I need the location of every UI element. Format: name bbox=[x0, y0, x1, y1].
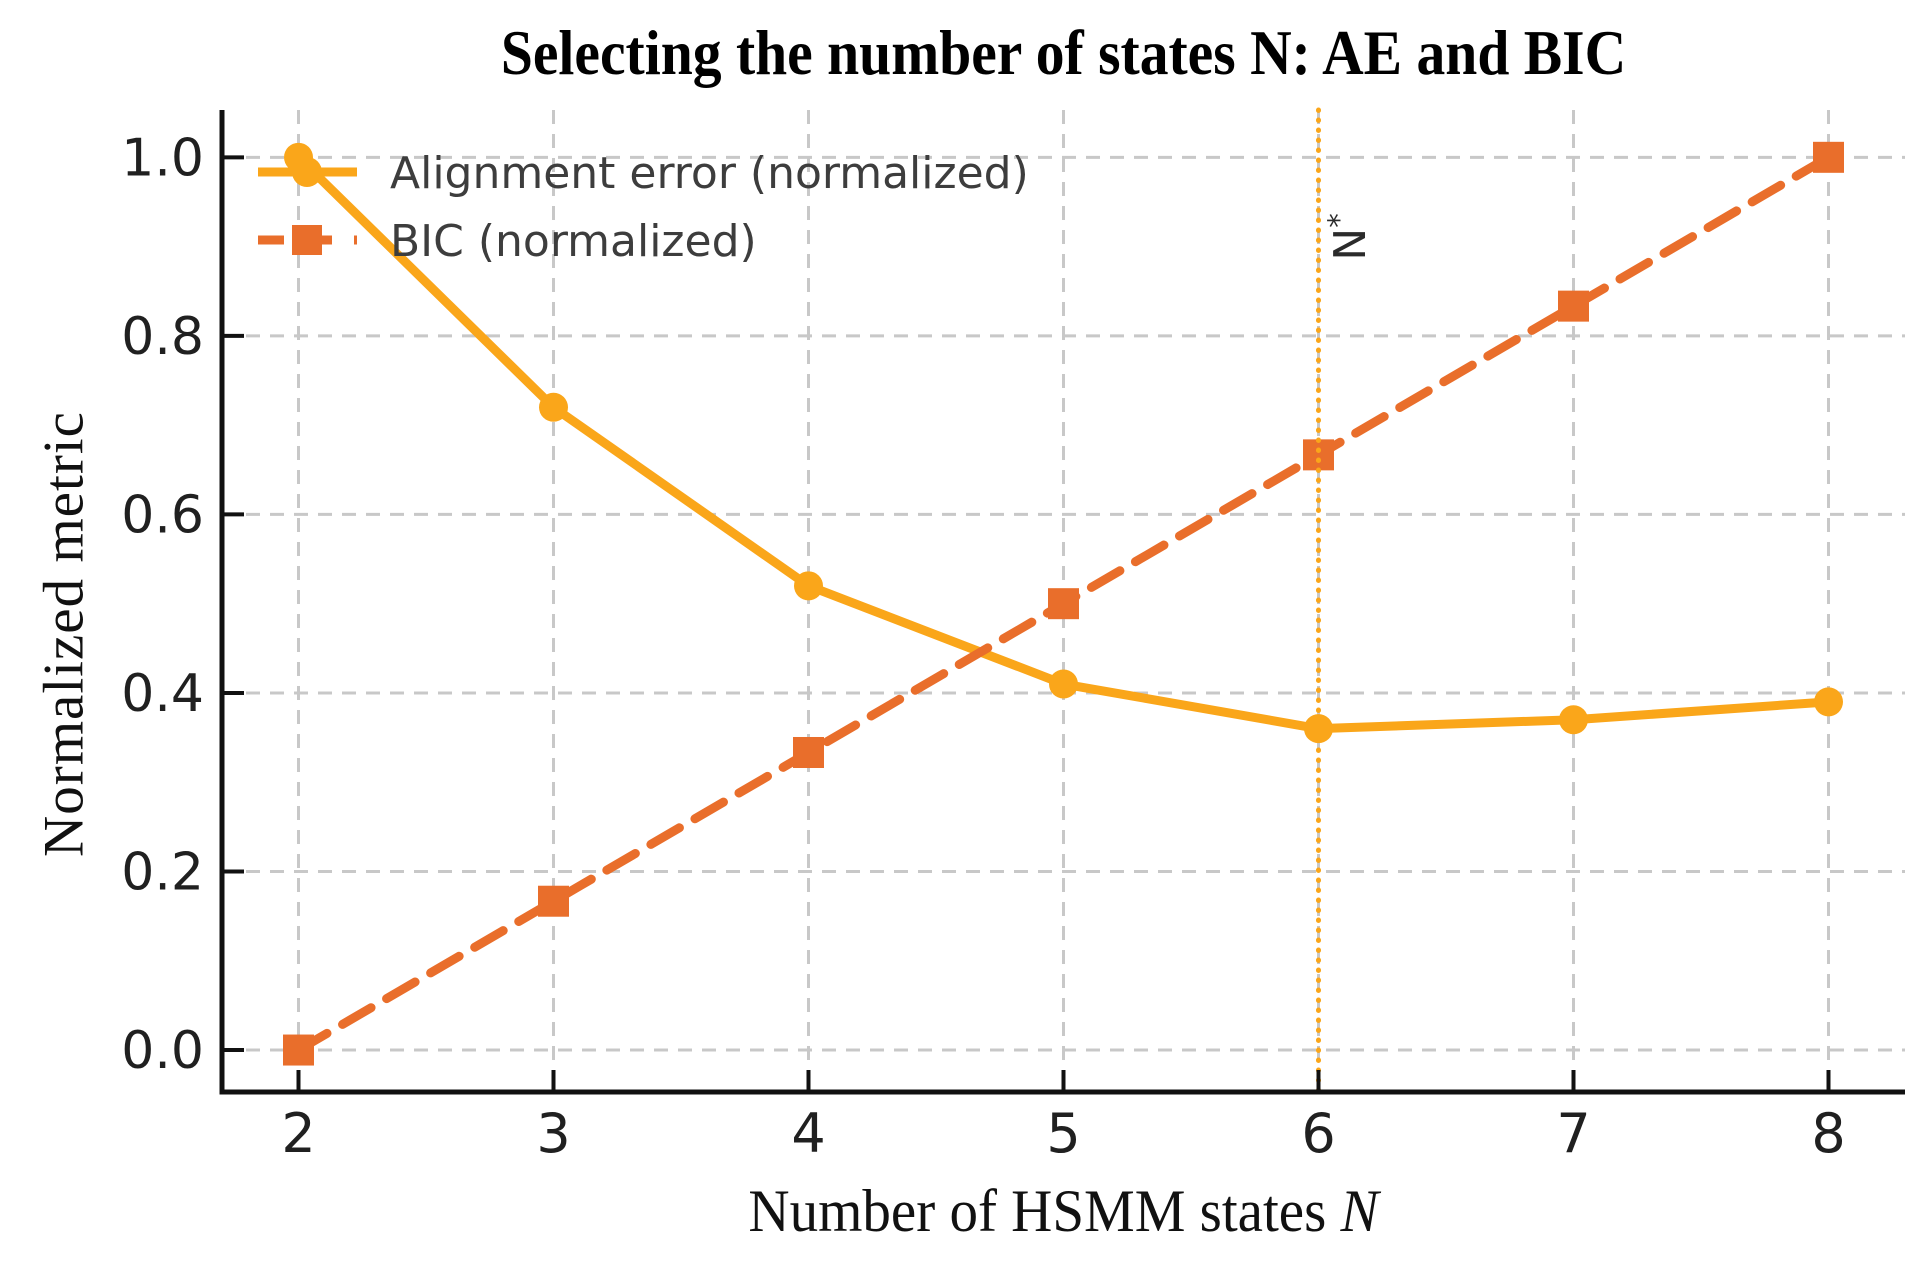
data-point-marker-0 bbox=[1814, 687, 1843, 717]
chart-title: Selecting the number of states N: AE and… bbox=[500, 17, 1627, 88]
data-point-marker-1 bbox=[1813, 141, 1844, 173]
x-axis-label: Number of HSMM states N bbox=[264, 1178, 1863, 1244]
x-tick-label: 3 bbox=[536, 1102, 570, 1165]
n-star-annotation: N* bbox=[1322, 213, 1376, 260]
data-point-marker-1 bbox=[1558, 290, 1589, 322]
y-tick-label: 0.8 bbox=[121, 307, 204, 367]
data-point-marker-1 bbox=[283, 1034, 314, 1066]
n-star-text: N bbox=[1324, 227, 1376, 261]
data-point-marker-1 bbox=[538, 885, 569, 917]
x-tick-label: 7 bbox=[1556, 1102, 1590, 1165]
data-point-marker-1 bbox=[1303, 439, 1334, 471]
y-tick-label: 0.6 bbox=[121, 485, 204, 545]
x-tick-label: 5 bbox=[1046, 1102, 1080, 1165]
x-tick-label: 6 bbox=[1301, 1102, 1335, 1165]
x-axis-label-text: Number of HSMM states bbox=[748, 1178, 1341, 1244]
x-tick-label: 8 bbox=[1811, 1102, 1845, 1165]
y-tick-label: 0.0 bbox=[121, 1021, 204, 1081]
data-point-marker-0 bbox=[539, 392, 568, 422]
data-point-marker-1 bbox=[1048, 588, 1079, 620]
legend-handle-marker-0 bbox=[292, 157, 322, 187]
data-point-marker-1 bbox=[793, 736, 824, 768]
y-axis-label: Normalized metric bbox=[32, 411, 96, 857]
y-tick-label: 0.2 bbox=[121, 842, 204, 902]
legend-item-label: BIC (normalized) bbox=[390, 216, 757, 267]
data-point-marker-0 bbox=[1559, 705, 1588, 735]
y-tick-label: 0.4 bbox=[121, 664, 204, 724]
y-tick-label: 1.0 bbox=[121, 128, 204, 188]
legend-item-label: Alignment error (normalized) bbox=[390, 148, 1029, 199]
x-tick-label: 2 bbox=[281, 1102, 315, 1165]
n-star-asterisk: * bbox=[1322, 213, 1357, 228]
x-tick-label: 4 bbox=[791, 1102, 825, 1165]
data-point-marker-0 bbox=[794, 571, 823, 601]
legend-handle-marker-1 bbox=[292, 225, 322, 255]
x-axis-label-variable: N bbox=[1340, 1178, 1379, 1244]
data-point-marker-0 bbox=[1049, 669, 1078, 699]
